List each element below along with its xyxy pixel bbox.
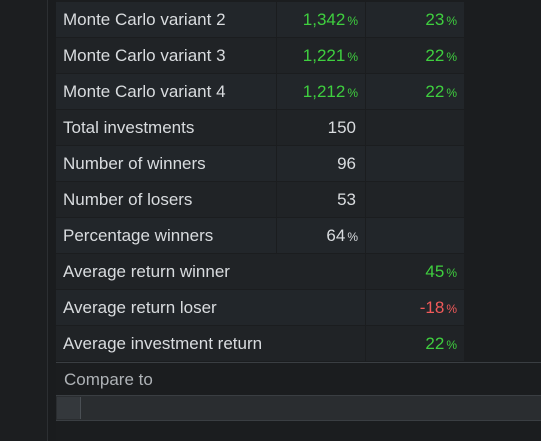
- return-number: 22: [425, 46, 445, 65]
- return-cell: 22%: [366, 326, 464, 361]
- value-number: 1,221: [302, 46, 346, 65]
- table-row: Total investments 150: [56, 110, 541, 146]
- value-cell: 150: [277, 110, 365, 145]
- table-row: Monte Carlo variant 2 1,342% 23%: [56, 2, 541, 38]
- percent-sign: %: [347, 14, 358, 28]
- value-number: 1,342: [302, 10, 346, 29]
- percent-sign: %: [446, 86, 457, 100]
- return-cell: 45%: [366, 254, 464, 289]
- value-number: 150: [327, 118, 356, 137]
- compare-to-label: Compare to: [64, 370, 153, 389]
- percent-sign: %: [446, 266, 457, 280]
- row-label: Percentage winners: [56, 218, 276, 253]
- row-label: Average return loser: [56, 290, 365, 325]
- percent-sign: %: [446, 302, 457, 316]
- return-number: 22: [425, 334, 445, 353]
- table-row: Number of winners 96: [56, 146, 541, 182]
- return-number: 23: [425, 10, 445, 29]
- compare-to-handle[interactable]: [57, 397, 81, 419]
- left-gutter: [0, 0, 48, 441]
- value-number: 1,212: [302, 82, 346, 101]
- value-cell: 53: [277, 182, 365, 217]
- return-cell: 22%: [366, 38, 464, 73]
- row-label: Total investments: [56, 110, 276, 145]
- table-row: Average investment return 22%: [56, 326, 541, 362]
- table-row: Number of losers 53: [56, 182, 541, 218]
- value-cell: 64%: [277, 218, 365, 253]
- return-cell: [366, 146, 464, 181]
- row-label: Number of winners: [56, 146, 276, 181]
- table-row: Average return loser -18%: [56, 290, 541, 326]
- percent-sign: %: [446, 338, 457, 352]
- return-number: -18: [419, 298, 445, 317]
- percent-sign: %: [446, 14, 457, 28]
- return-number: 22: [425, 82, 445, 101]
- value-cell: 96: [277, 146, 365, 181]
- value-number: 64: [326, 226, 346, 245]
- return-cell: [366, 218, 464, 253]
- return-cell: -18%: [366, 290, 464, 325]
- value-number: 53: [337, 190, 356, 209]
- row-label: Monte Carlo variant 4: [56, 74, 276, 109]
- value-cell: 1,221%: [277, 38, 365, 73]
- table-row: Monte Carlo variant 3 1,221% 22%: [56, 38, 541, 74]
- return-cell: [366, 182, 464, 217]
- results-panel: Monte Carlo variant 2 1,342% 23% Monte Carl…: [56, 0, 541, 441]
- value-number: 96: [337, 154, 356, 173]
- return-number: 45: [425, 262, 445, 281]
- divider: [56, 362, 541, 363]
- table-row: Monte Carlo variant 4 1,212% 22%: [56, 74, 541, 110]
- percent-sign: %: [347, 230, 358, 244]
- row-label: Average return winner: [56, 254, 365, 289]
- value-cell: 1,342%: [277, 2, 365, 37]
- value-cell: 1,212%: [277, 74, 365, 109]
- row-label: Average investment return: [56, 326, 365, 361]
- row-label: Number of losers: [56, 182, 276, 217]
- percent-sign: %: [347, 86, 358, 100]
- table-row: Average return winner 45%: [56, 254, 541, 290]
- row-label: Monte Carlo variant 2: [56, 2, 276, 37]
- compare-to-input[interactable]: [56, 395, 541, 421]
- percent-sign: %: [446, 50, 457, 64]
- return-cell: [366, 110, 464, 145]
- table-row: Percentage winners 64%: [56, 218, 541, 254]
- return-cell: 22%: [366, 74, 464, 109]
- percent-sign: %: [347, 50, 358, 64]
- return-cell: 23%: [366, 2, 464, 37]
- row-label: Monte Carlo variant 3: [56, 38, 276, 73]
